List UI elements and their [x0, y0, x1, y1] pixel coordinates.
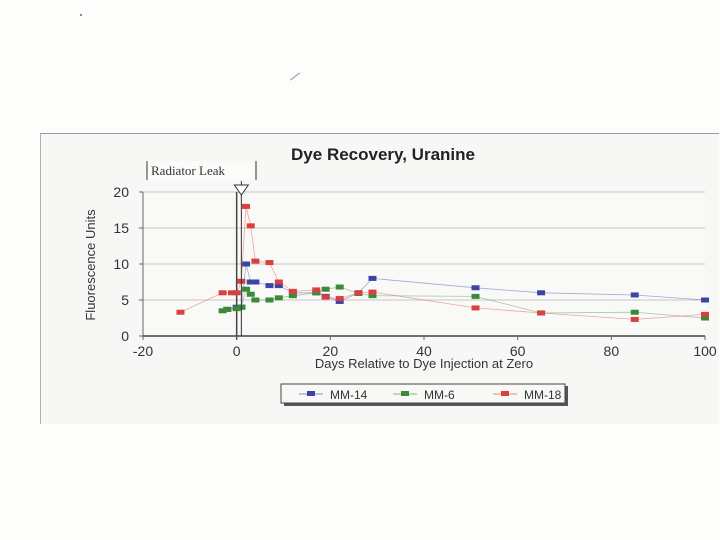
legend-label: MM-18	[524, 388, 562, 402]
data-point	[274, 295, 283, 301]
y-tick-label: 0	[121, 328, 129, 344]
data-point	[701, 297, 709, 303]
data-point	[335, 284, 344, 290]
data-point	[246, 291, 255, 297]
annotation-box	[147, 161, 256, 180]
data-point	[537, 290, 546, 296]
data-point	[232, 306, 241, 312]
data-point	[312, 290, 321, 296]
data-point	[630, 309, 639, 315]
data-point	[368, 293, 377, 299]
data-point	[471, 285, 480, 291]
data-point	[471, 293, 480, 299]
data-point	[251, 258, 260, 264]
chart: Dye Recovery, Uranine Radiator Leak 0 5 10…	[83, 145, 717, 406]
x-tick-label: -20	[133, 343, 153, 359]
x-tick-label: 20	[323, 343, 339, 359]
data-point	[354, 290, 363, 296]
annotation-arrow	[233, 184, 250, 196]
data-point	[265, 297, 274, 303]
data-point	[630, 316, 639, 322]
data-point	[321, 286, 330, 292]
data-point	[321, 294, 330, 300]
scan-mark	[289, 72, 301, 81]
data-point	[242, 286, 251, 292]
x-tick-label: 0	[233, 343, 241, 359]
data-point	[335, 296, 344, 302]
data-point	[218, 308, 227, 314]
data-point	[274, 283, 283, 289]
data-point	[242, 203, 251, 209]
data-point	[265, 260, 274, 266]
data-point	[246, 279, 255, 285]
data-point	[368, 289, 377, 295]
data-point	[701, 315, 709, 321]
chart-title: Dye Recovery, Uranine	[291, 145, 475, 164]
x-axis-title: Days Relative to Dye Injection at Zero	[315, 356, 533, 371]
data-point	[251, 279, 260, 285]
data-point	[242, 261, 251, 267]
legend-box	[280, 383, 566, 404]
y-tick-label: 20	[113, 184, 129, 200]
data-point	[335, 298, 344, 304]
legend-marker	[401, 391, 409, 396]
y-tick-label: 10	[113, 256, 129, 272]
x-tick-label: 60	[510, 343, 526, 359]
data-point	[537, 310, 546, 316]
x-tick-label: 80	[604, 343, 620, 359]
data-point	[368, 275, 377, 281]
x-tick-label: 100	[693, 343, 717, 359]
data-point	[471, 305, 480, 311]
data-point	[218, 290, 227, 296]
data-point	[227, 290, 236, 296]
data-point	[265, 283, 274, 289]
data-point	[274, 279, 283, 285]
scan-speck	[80, 14, 82, 16]
legend-label: MM-14	[330, 388, 368, 402]
x-tick-label: 40	[416, 343, 432, 359]
y-tick-label: 15	[113, 220, 129, 236]
legend-label: MM-6	[424, 388, 455, 402]
data-point	[288, 288, 297, 294]
series-line	[227, 263, 706, 310]
annotation-label: Radiator Leak	[151, 163, 225, 178]
data-point	[288, 293, 297, 299]
data-point	[246, 223, 255, 229]
figure-frame: Dye Recovery, Uranine Radiator Leak 0 5 10…	[40, 133, 719, 424]
legend-marker	[501, 391, 509, 396]
data-point	[223, 306, 232, 312]
y-tick-label: 5	[121, 292, 129, 308]
data-point	[312, 287, 321, 293]
legend: MM-14 MM-6 MM-18	[280, 383, 568, 406]
y-axis-title: Fluorescence Units	[83, 209, 98, 321]
data-point	[630, 292, 639, 298]
data-point	[176, 309, 185, 315]
data-point	[701, 311, 709, 317]
data-point	[251, 297, 260, 303]
data-point	[232, 290, 241, 296]
legend-marker	[307, 391, 315, 396]
